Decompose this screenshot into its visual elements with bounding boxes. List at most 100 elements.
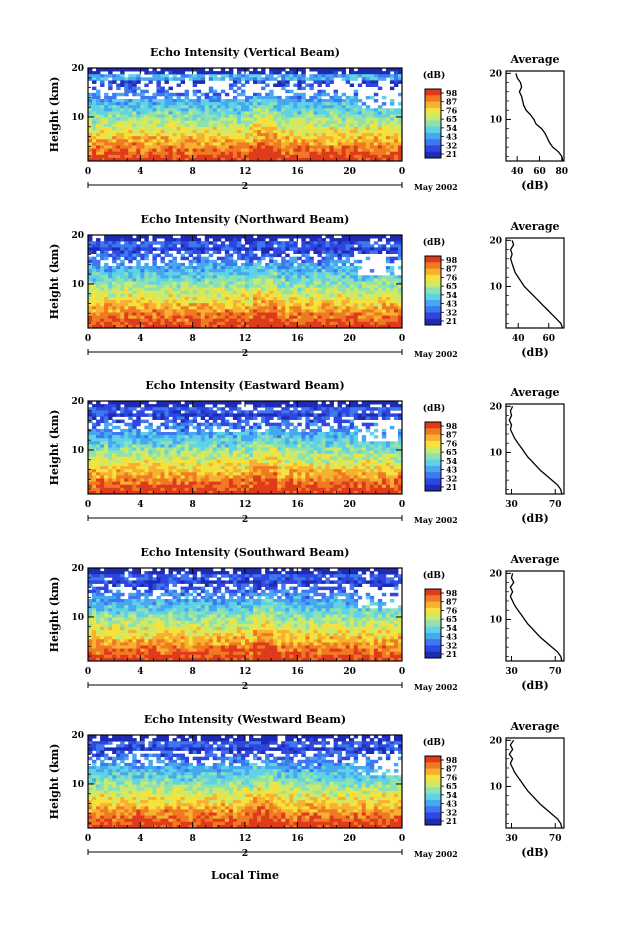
- heatmap-cell: [225, 254, 229, 258]
- heatmap-cell: [269, 149, 273, 153]
- heatmap-cell: [177, 155, 181, 159]
- heatmap-cell: [213, 99, 217, 103]
- heatmap-cell: [225, 99, 229, 103]
- heatmap-cell: [104, 322, 108, 326]
- heatmap-cell: [177, 282, 181, 286]
- heatmap-cell: [233, 244, 237, 248]
- heatmap-cell: [112, 306, 116, 310]
- heatmap-cell: [386, 288, 390, 292]
- heatmap-cell: [221, 136, 225, 140]
- heatmap-cell: [241, 316, 245, 320]
- heatmap-cell: [209, 155, 213, 159]
- heatmap-cell: [297, 404, 301, 408]
- heatmap-cell: [241, 429, 245, 433]
- heatmap-cell: [281, 319, 285, 323]
- heatmap-cell: [297, 306, 301, 310]
- heatmap-cell: [120, 272, 124, 276]
- heatmap-cell: [189, 423, 193, 427]
- heatmap-cell: [358, 115, 362, 119]
- heatmap-cell: [289, 71, 293, 75]
- heatmap-cell: [313, 139, 317, 143]
- heatmap-cell: [309, 105, 313, 109]
- heatmap-cell: [144, 282, 148, 286]
- heatmap-cell: [293, 407, 297, 411]
- heatmap-cell: [297, 297, 301, 301]
- heatmap-cell: [346, 309, 350, 313]
- heatmap-cell: [334, 303, 338, 307]
- heatmap-cell: [338, 309, 342, 313]
- heatmap-cell: [177, 251, 181, 255]
- heatmap-cell: [253, 111, 257, 115]
- heatmap-cell: [313, 149, 317, 153]
- heatmap-cell: [305, 322, 309, 326]
- heatmap-cell: [185, 257, 189, 261]
- heatmap-cell: [317, 407, 321, 411]
- heatmap-cell: [293, 111, 297, 115]
- heatmap-cell: [330, 105, 334, 109]
- heatmap-cell: [289, 291, 293, 295]
- heatmap-cell: [128, 127, 132, 130]
- heatmap-cell: [197, 413, 201, 417]
- heatmap-cell: [96, 139, 100, 143]
- heatmap-cell: [209, 149, 213, 153]
- heatmap-cell: [197, 432, 201, 436]
- heatmap-cell: [289, 404, 293, 408]
- heatmap-cell: [390, 121, 394, 125]
- heatmap-cell: [205, 303, 209, 307]
- heatmap-cell: [128, 294, 132, 298]
- heatmap-cell: [354, 241, 358, 245]
- heatmap-cell: [164, 251, 168, 255]
- heatmap-cell: [120, 118, 124, 122]
- heatmap-cell: [342, 263, 346, 267]
- heatmap-cell: [233, 322, 237, 326]
- y-axis-label: Height (km): [48, 244, 61, 320]
- heatmap-cell: [144, 108, 148, 112]
- heatmap-cell: [225, 115, 229, 119]
- heatmap-cell: [112, 105, 116, 109]
- heatmap-cell: [209, 413, 213, 417]
- heatmap-cell: [305, 316, 309, 320]
- heatmap-cell: [261, 133, 265, 137]
- heatmap-cell: [229, 266, 233, 270]
- heatmap-cell: [177, 263, 181, 267]
- heatmap-cell: [342, 105, 346, 109]
- heatmap-cell: [120, 99, 124, 103]
- heatmap-cell: [185, 105, 189, 109]
- heatmap-cell: [193, 282, 197, 286]
- heatmap-cell: [213, 77, 217, 81]
- heatmap-cell: [249, 294, 253, 298]
- heatmap-cell: [370, 118, 374, 122]
- heatmap-cell: [164, 291, 168, 295]
- heatmap-cell: [225, 71, 229, 75]
- heatmap-cell: [281, 99, 285, 103]
- heatmap-cell: [289, 429, 293, 433]
- heatmap-cell: [305, 146, 309, 150]
- heatmap-cell: [378, 115, 382, 119]
- heatmap-cell: [185, 108, 189, 112]
- heatmap-cell: [92, 303, 96, 307]
- heatmap-cell: [366, 429, 370, 433]
- heatmap-cell: [334, 266, 338, 270]
- heatmap-cell: [281, 251, 285, 255]
- heatmap-cell: [346, 118, 350, 122]
- heatmap-cell: [221, 127, 225, 130]
- heatmap-cell: [193, 142, 197, 146]
- heatmap-cell: [241, 99, 245, 103]
- heatmap-cell: [116, 105, 120, 109]
- heatmap-cell: [189, 121, 193, 125]
- heatmap-cell: [237, 300, 241, 304]
- heatmap-cell: [120, 124, 124, 128]
- heatmap-cell: [164, 115, 168, 119]
- heatmap-cell: [88, 275, 92, 279]
- x-tick-label: 0: [85, 167, 91, 177]
- heatmap-cell: [96, 423, 100, 427]
- heatmap-cell: [257, 77, 261, 81]
- heatmap-cell: [281, 105, 285, 109]
- heatmap-cell: [358, 306, 362, 310]
- heatmap-cell: [225, 278, 229, 282]
- heatmap-cell: [330, 278, 334, 282]
- heatmap-cell: [269, 269, 273, 273]
- heatmap-cell: [241, 297, 245, 301]
- heatmap-cell: [197, 238, 201, 242]
- heatmap-cell: [362, 71, 366, 75]
